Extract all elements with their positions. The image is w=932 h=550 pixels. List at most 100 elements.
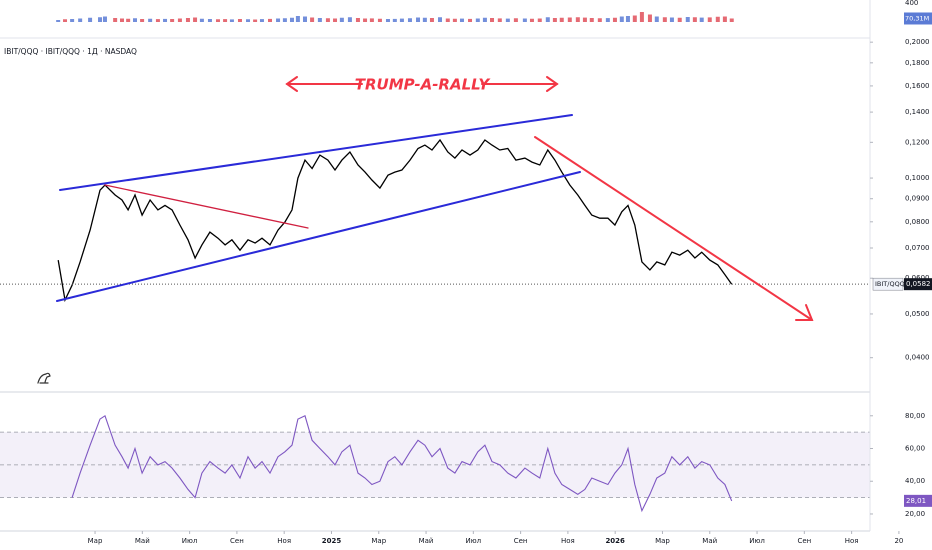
volume-bar [505,18,510,22]
volume-bar [445,18,450,22]
volume-bar [163,18,168,22]
volume-bar [207,19,212,22]
volume-bar [302,16,307,22]
volume-bar [369,18,374,22]
volume-bar [325,18,330,22]
volume-bar [529,18,534,22]
price-tag [904,278,932,291]
x-tick-label: Сен [797,537,811,545]
volume-bar [399,18,404,22]
volume-bar [639,12,644,22]
y-tick-label: 0,1600 [905,82,930,90]
channel-upper [59,114,573,191]
volume-bar [589,18,594,22]
drawings [37,76,814,384]
rsi-tick-label: 60,00 [905,445,925,453]
volume-bar [185,18,190,22]
volume-bar [140,19,145,22]
annotation: TRUMP-A-RALLY [355,76,492,94]
volume-bar [253,19,258,22]
x-tick-label: Май [702,537,717,545]
volume-bar [363,18,368,22]
x-tick-label: Май [135,537,150,545]
volume-bar [545,17,550,22]
volume-bar [537,18,542,22]
volume-bar [429,18,434,22]
y-tick-label: 0,1000 [905,174,930,182]
volume-bar [575,17,580,22]
volume-bar [497,18,502,22]
volume-bar [295,16,300,22]
volume-bar [246,19,251,22]
x-tick-label: Мар [655,537,670,545]
volume-bar [669,17,674,22]
axes-layer: 0,2000 0,1800 0,1600 0,1400 0,1200 0,1000 0,09… [88,0,932,545]
volume-bar [392,18,397,22]
volume-bar [237,19,242,22]
volume-bar [193,17,198,22]
x-tick-label: Мар [371,537,386,545]
volume-bar [722,16,727,22]
header: IBIT/QQQ · IBIT/QQQ · 1Д · NASDAQ [4,47,137,56]
x-tick-label: 20 [894,537,903,545]
volume-bar [475,18,480,22]
x-tick-label: Июл [182,537,198,545]
rsi-tag-label: 28,01 [906,497,926,505]
rsi-tag [904,494,932,507]
volume-bar [452,18,457,22]
volume-bar [482,17,487,22]
volume-bar [729,18,734,22]
trend-line [104,184,309,229]
x-tick-label: Июл [749,537,765,545]
volume-bar [126,18,131,22]
volume-bar [177,18,182,22]
volume-bar [685,17,690,22]
y-tick-label: 0,0400 [905,354,930,362]
volume-bar [155,19,160,22]
volume-bar [317,18,322,22]
volume-bar [605,18,610,22]
plot-layer [0,12,870,532]
x-tick-label: 2026 [605,537,625,545]
volume-bar [597,18,602,22]
volume-bar [552,18,557,22]
y-tick-label: 0,2000 [905,38,930,46]
volume-bar [113,18,118,22]
y-tick-label: 0,0800 [905,218,930,226]
volume-bar [215,19,220,22]
arrow-head [795,304,814,321]
volume-bar [407,18,412,22]
volume-bar [333,18,338,22]
down-arrow [534,136,813,321]
volume-bar [63,19,68,22]
icon [37,372,51,384]
volume-bar [632,15,637,22]
volume-bar [347,17,352,22]
volume-bar [355,18,360,22]
volume-bar [133,18,138,22]
volume-bar [102,16,107,22]
rsi-tick-label: 80,00 [905,412,925,420]
volume-bar [310,17,315,22]
volume-bar [268,18,273,22]
y-tick-label: 0,1200 [905,138,930,146]
volume-bar [422,17,427,22]
y-tick-label: 0,1400 [905,108,930,116]
rsi-line [71,414,733,513]
volume-bar [692,17,697,22]
volume-bar [377,18,382,22]
volume-bar [56,20,61,22]
volume-bar [416,17,421,22]
volume-bar [567,17,572,22]
volume-bar [699,17,704,22]
price-line [57,138,733,303]
volume-tag-label: 70,31M [905,14,929,22]
x-tick-label: Ноя [561,537,575,545]
volume-bar [513,18,518,22]
rsi-tick-label: 20,00 [905,510,925,518]
y-tick-label: 0,0900 [905,195,930,203]
volume-bar [459,18,464,22]
x-tick-label: Сен [514,537,528,545]
